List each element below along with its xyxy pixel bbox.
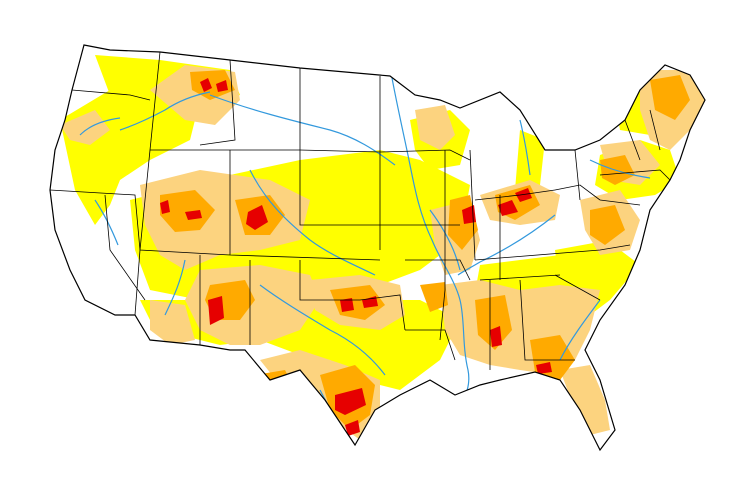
rivers (79, 77, 651, 441)
us-outline (49, 44, 706, 452)
state-borders (49, 51, 671, 370)
drought-extreme (160, 78, 552, 436)
drought-layers (60, 55, 705, 441)
